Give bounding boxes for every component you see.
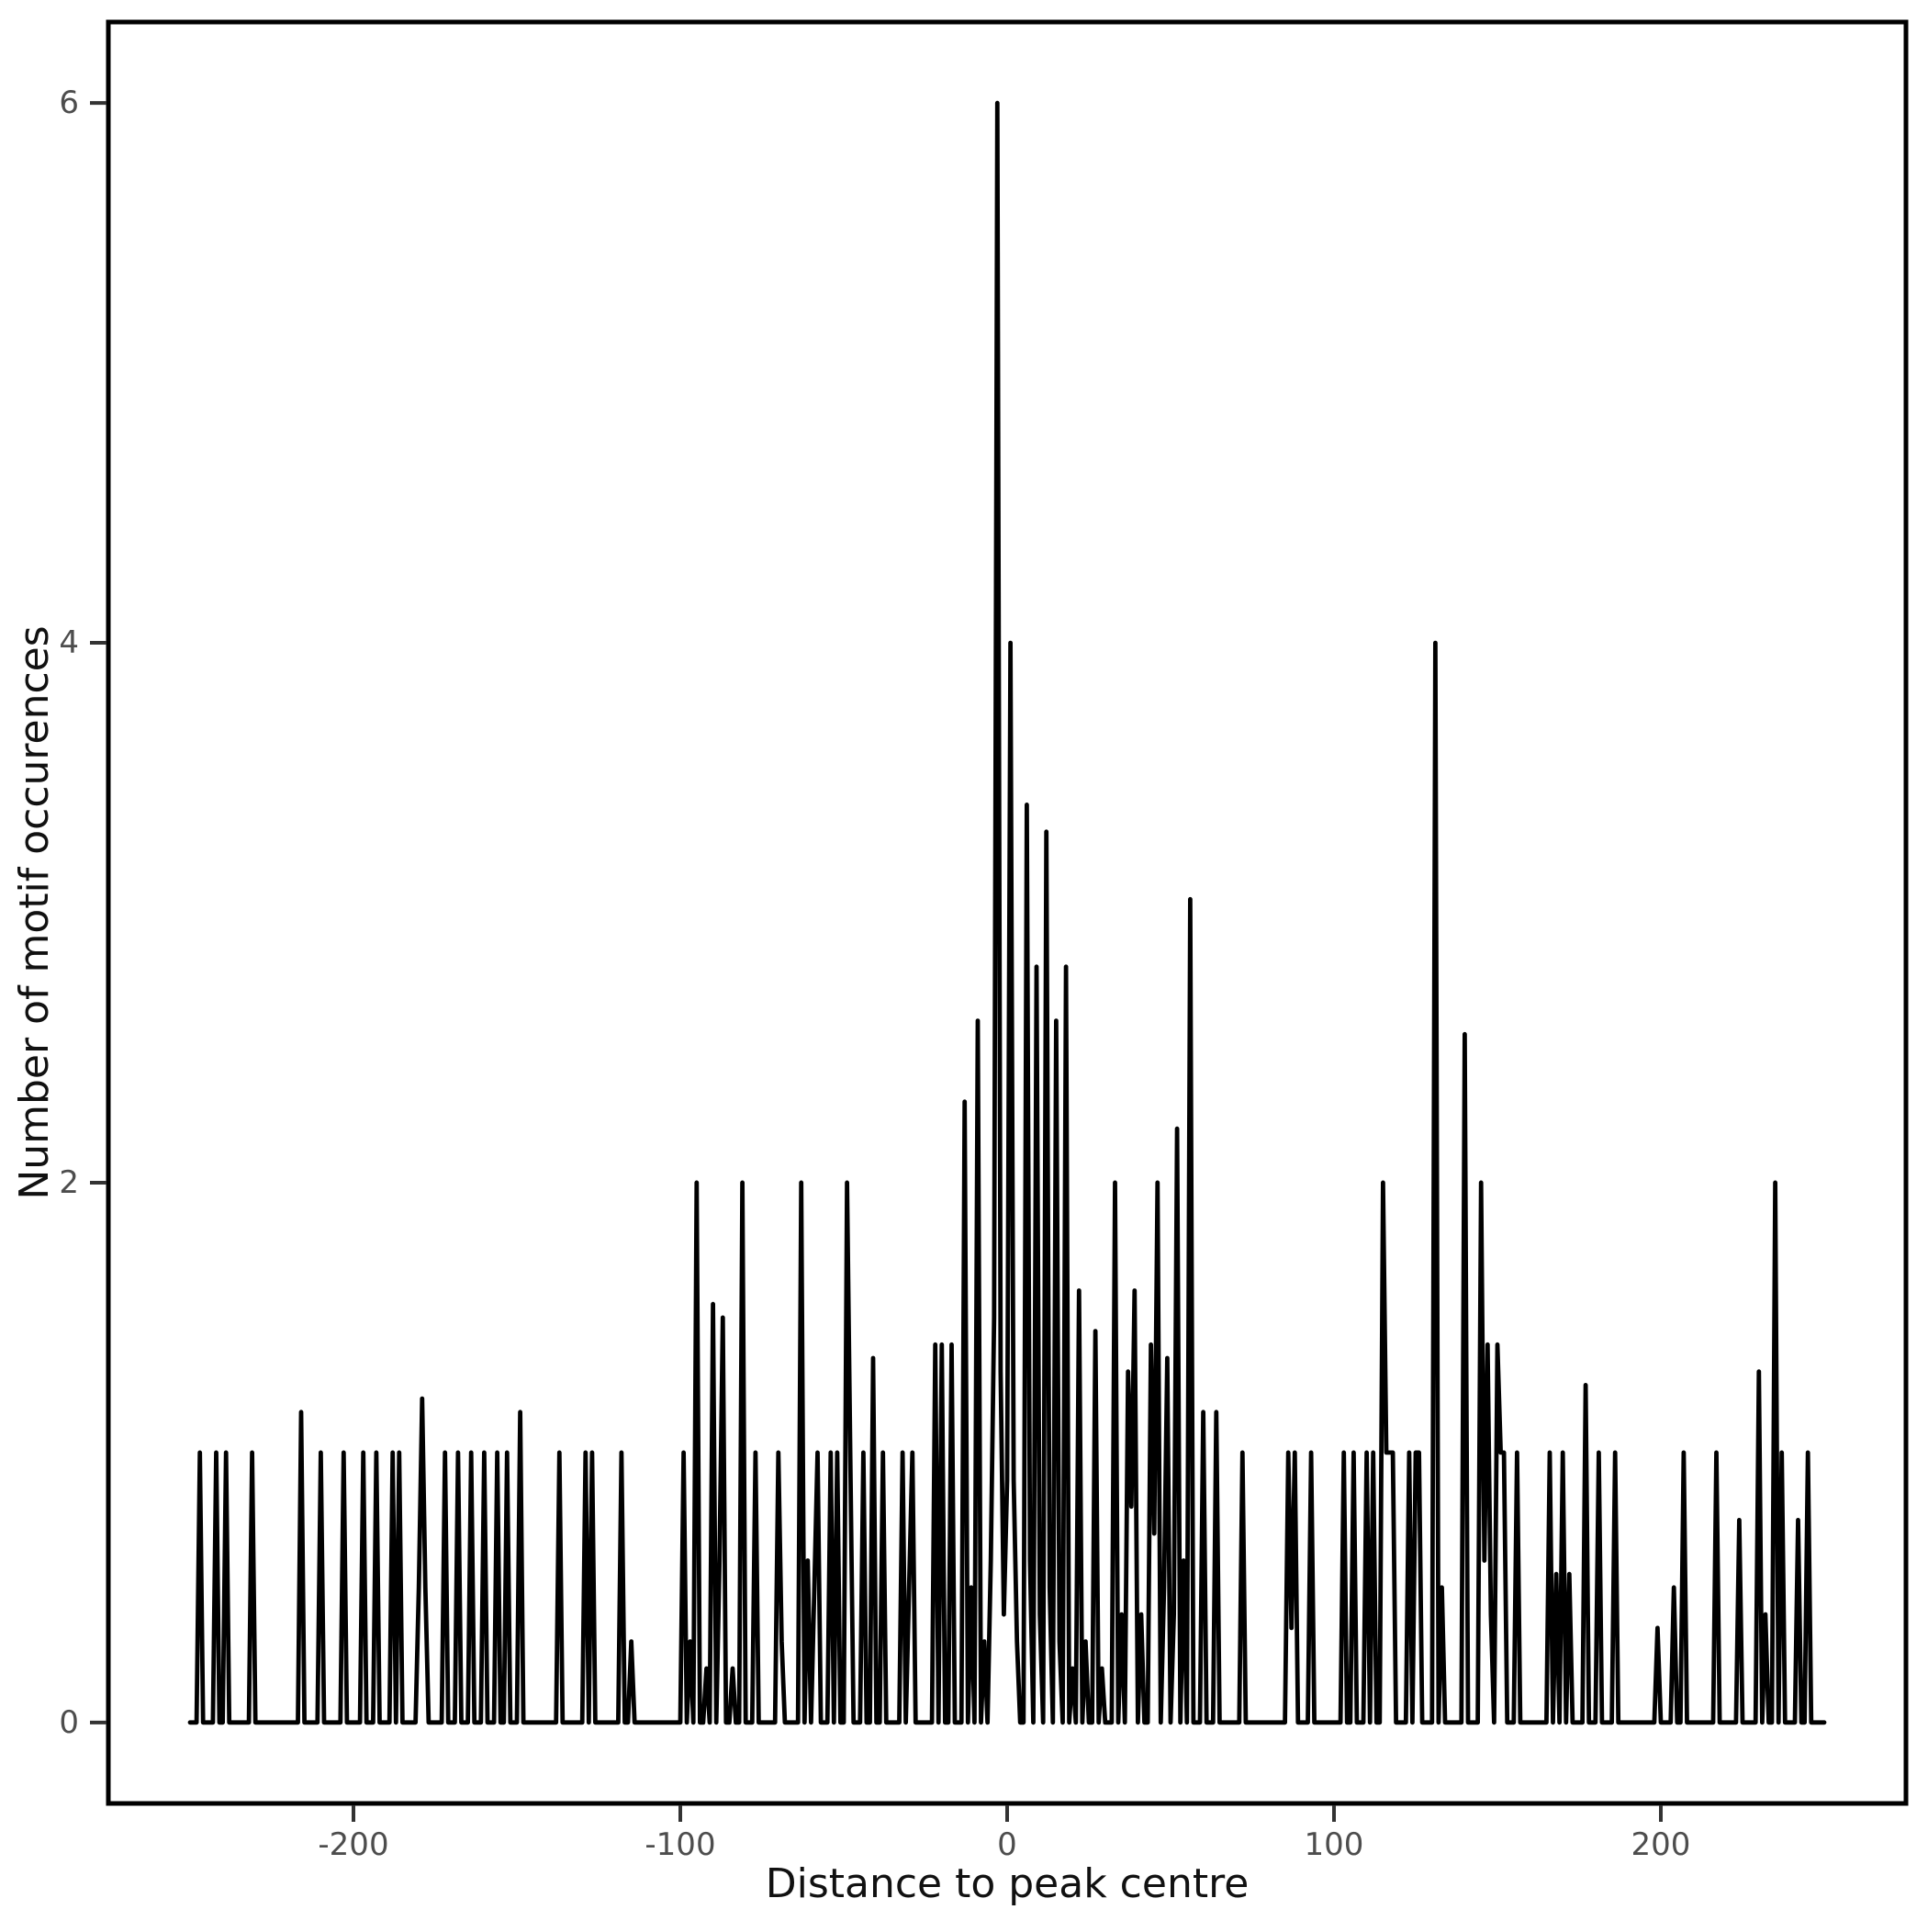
y-axis-ticks: 0 2 4 6 xyxy=(59,84,106,1741)
x-tick-label: -100 xyxy=(645,1826,715,1863)
x-axis-ticks: -200 -100 0 100 200 xyxy=(318,1805,1690,1863)
y-axis-title: Number of motif occurences xyxy=(11,625,58,1199)
x-axis-title: Distance to peak centre xyxy=(766,1860,1250,1907)
frequency-polyline xyxy=(187,100,1827,1725)
x-tick-label: -200 xyxy=(318,1826,388,1863)
x-tick-label: 200 xyxy=(1631,1826,1691,1863)
y-tick-label: 0 xyxy=(59,1704,79,1741)
y-tick-label: 2 xyxy=(59,1164,79,1201)
x-tick-label: 0 xyxy=(997,1826,1017,1863)
x-tick-label: 100 xyxy=(1305,1826,1364,1863)
panel-border xyxy=(106,19,1909,1806)
y-tick-label: 4 xyxy=(59,624,79,661)
y-tick-label: 6 xyxy=(59,84,79,121)
